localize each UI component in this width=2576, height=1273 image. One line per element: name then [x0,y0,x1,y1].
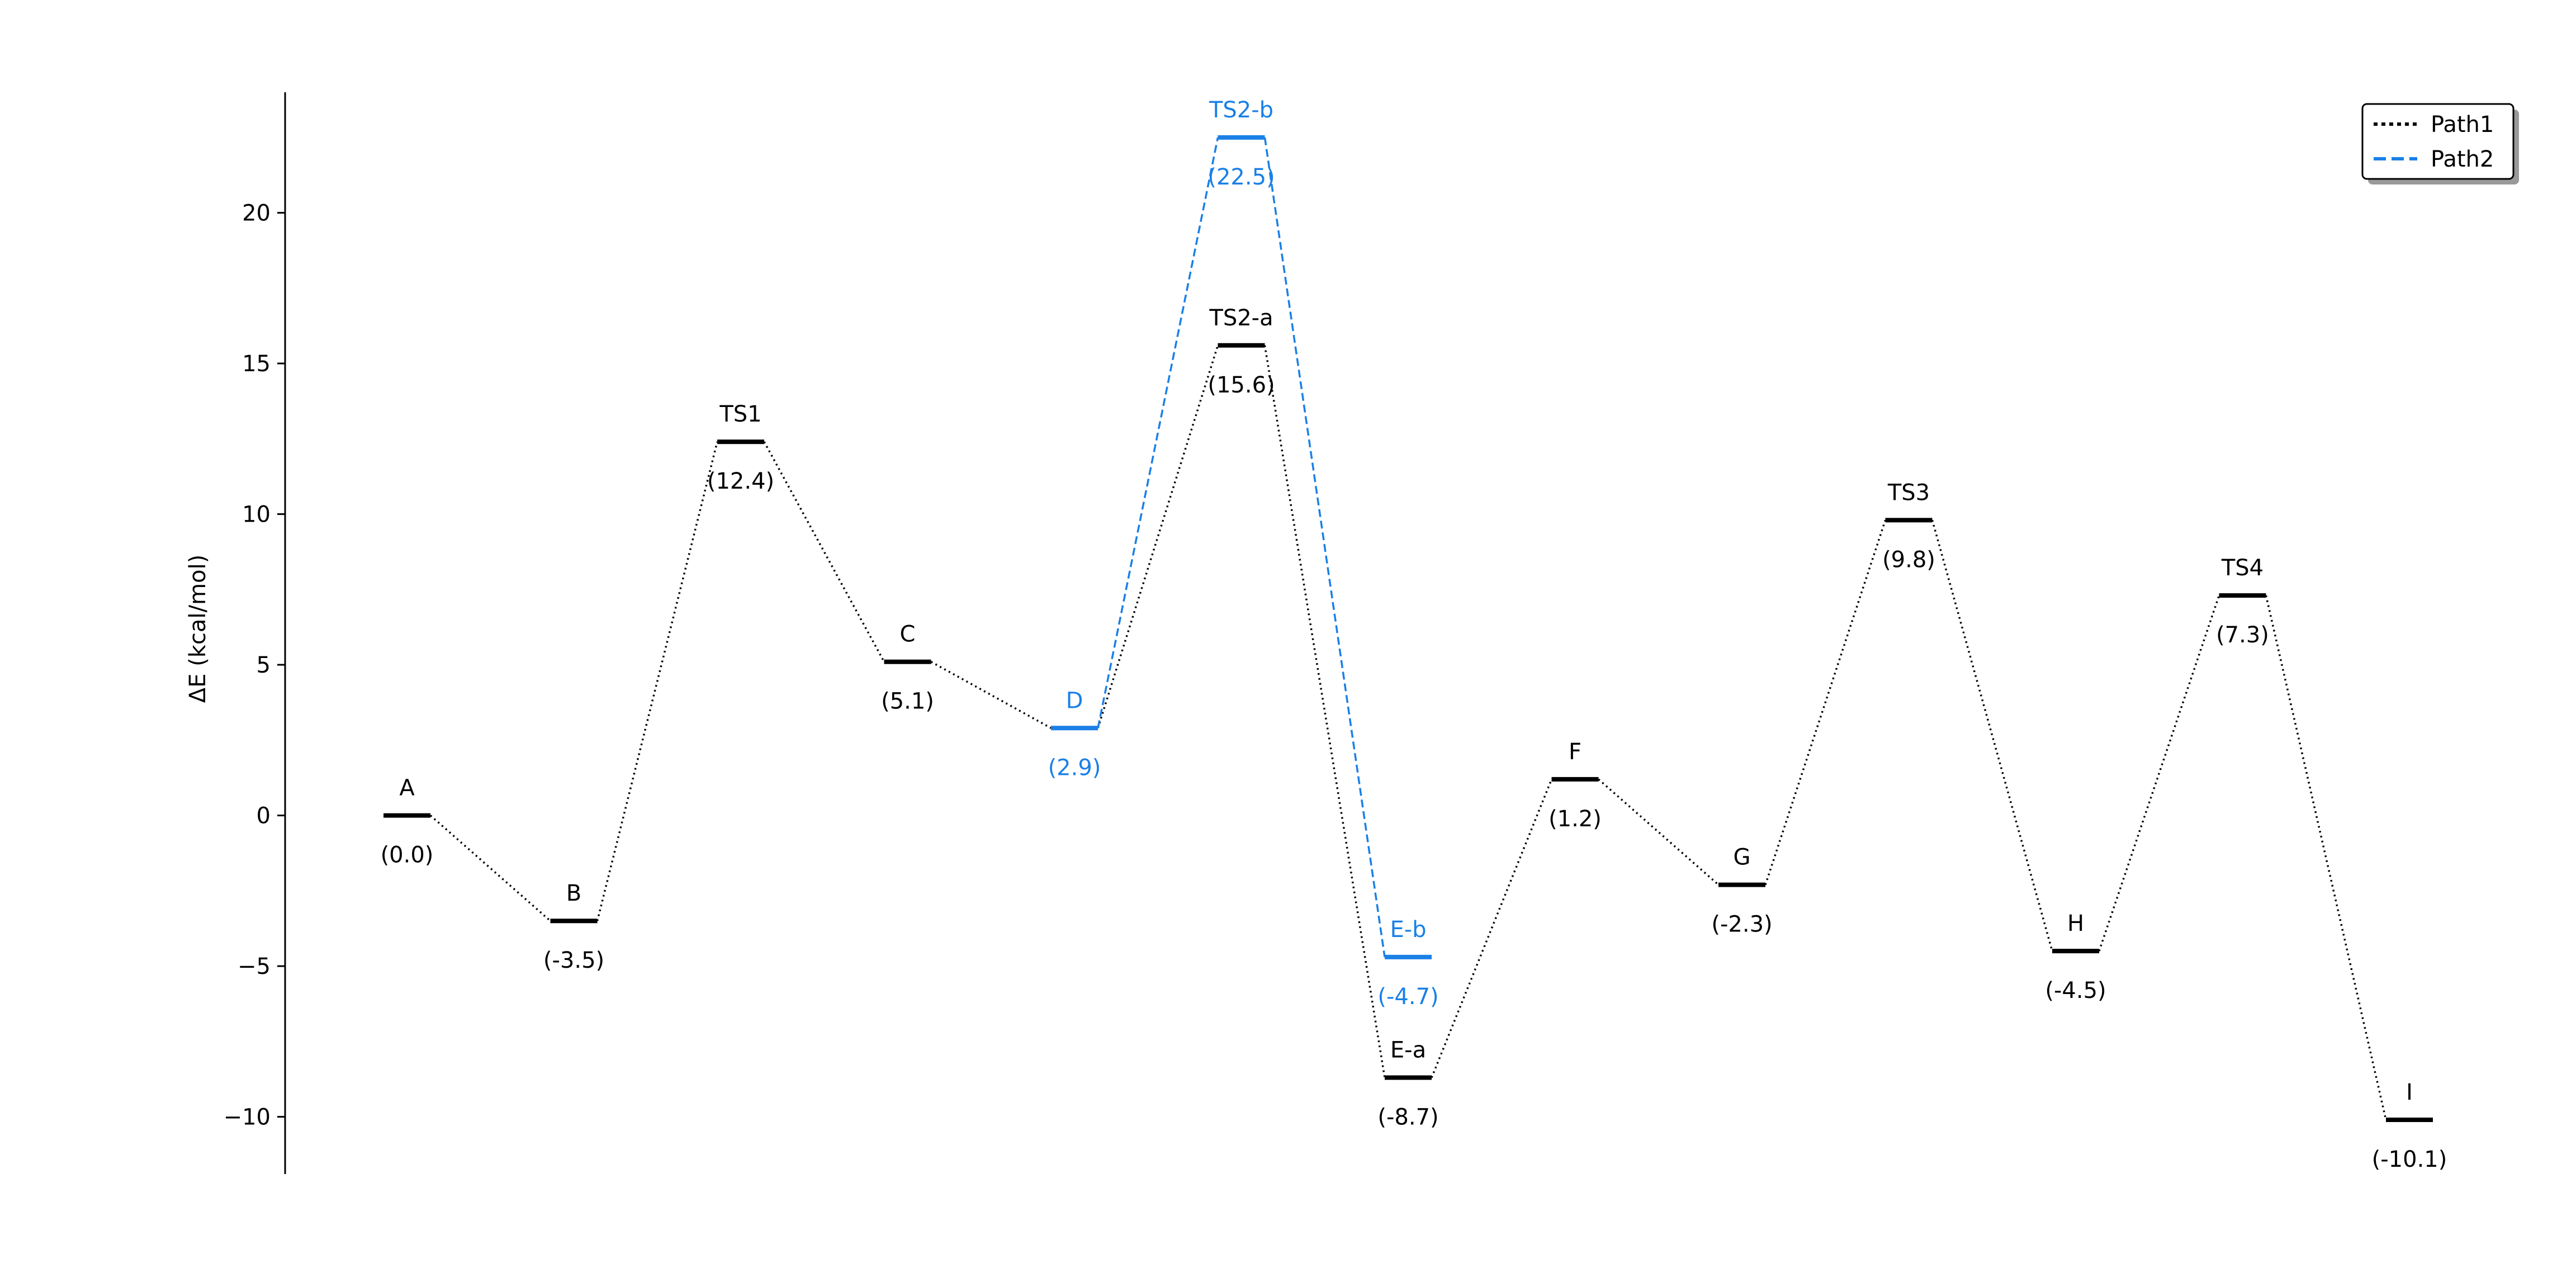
state-name-ts2-a: TS2-a [1209,305,1273,331]
state-name-c: C [900,622,916,647]
y-tick-label: 20 [242,201,271,226]
state-value-d: (2.9) [1048,755,1101,780]
y-axis: −10 −5 0 5 10 15 20 [224,92,286,1174]
legend-label-path1: Path1 [2431,112,2494,138]
state-value-a: (0.0) [381,843,434,868]
connector-path1-h-to-ts4 [2098,595,2220,952]
connector-path1-c-to-d [930,661,1052,729]
y-tick-label: 0 [257,803,271,829]
state-name-ts3: TS3 [1887,480,1930,505]
connector-path1-d-to-ts2-a [1097,345,1219,728]
state-name-d: D [1066,688,1083,713]
connector-path1-ts2-a-to-e-a [1263,345,1386,1078]
connector-path1-a-to-b [429,815,551,922]
y-axis-label: ΔE (kcal/mol) [185,555,211,703]
state-value-ts1: (12.4) [707,468,774,494]
state-value-b: (-3.5) [543,948,604,973]
connector-path1-ts3-to-h [1931,519,2053,952]
connector-lines [429,137,2387,1120]
y-tick-label: 10 [242,502,271,528]
y-tick-label: −10 [224,1105,271,1130]
connector-path1-ts1-to-c [763,441,886,662]
state-name-i: I [2406,1080,2413,1105]
state-value-i: (-10.1) [2372,1147,2447,1172]
state-name-ts1: TS1 [719,401,761,427]
y-tick-label: −5 [238,954,271,979]
state-name-b: B [566,881,581,906]
state-value-ts4: (7.3) [2216,622,2269,648]
state-name-e-a: E-a [1390,1038,1426,1063]
legend: Path1 Path2 [2361,103,2519,184]
state-name-h: H [2067,911,2084,936]
state-name-e-b: E-b [1390,917,1426,943]
state-value-g: (-2.3) [1711,912,1772,938]
state-value-f: (1.2) [1549,806,1602,832]
connector-path2-ts2-b-to-e-b [1263,137,1386,958]
connector-path1-ts4-to-i [2265,595,2387,1120]
state-labels: A (0.0) B (-3.5) TS1 (12.4) C (5.1) D (2.9) TS2-a (… [381,97,2447,1172]
legend-label-path2: Path2 [2431,146,2494,172]
state-value-ts3: (9.8) [1882,547,1935,572]
state-value-c: (5.1) [881,689,934,714]
state-value-e-b: (-4.7) [1377,984,1438,1010]
state-name-g: G [1734,845,1751,870]
state-name-ts4: TS4 [2221,555,2264,581]
connector-path1-g-to-ts3 [1764,519,1887,886]
y-tick-label: 15 [242,351,271,377]
state-value-h: (-4.5) [2045,978,2106,1004]
connector-path2-d-to-ts2-b [1097,137,1219,728]
state-value-ts2-a: (15.6) [1208,372,1275,398]
state-value-e-a: (-8.7) [1377,1105,1438,1130]
state-name-ts2-b: TS2-b [1209,97,1273,123]
state-name-a: A [399,775,415,801]
y-tick-label: 5 [257,652,271,678]
connector-path1-e-a-to-f [1431,779,1553,1078]
state-name-f: F [1569,739,1581,765]
connector-path1-f-to-g [1598,778,1720,886]
state-value-ts2-b: (22.5) [1208,164,1275,190]
energy-levels [383,135,2433,1122]
connector-path1-b-to-ts1 [596,441,718,921]
